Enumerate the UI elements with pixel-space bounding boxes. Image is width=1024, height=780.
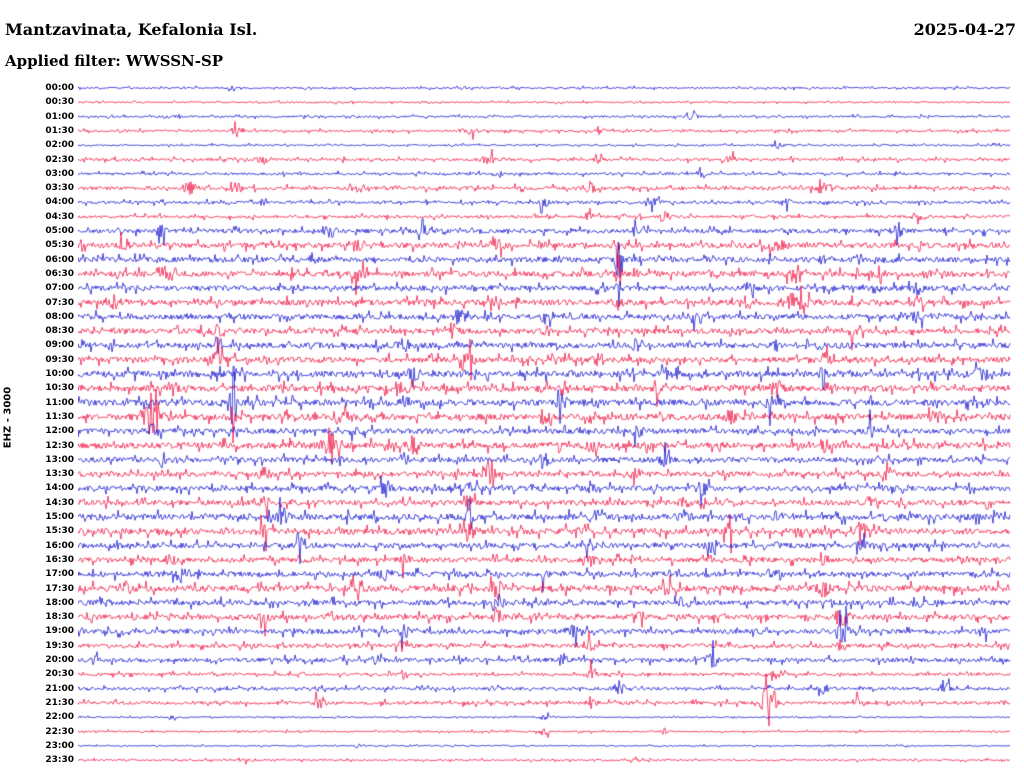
time-label: 21:30 xyxy=(45,697,74,708)
time-label: 19:30 xyxy=(45,640,74,651)
time-label: 18:00 xyxy=(45,597,74,608)
time-label: 02:30 xyxy=(45,154,74,165)
time-label: 05:00 xyxy=(45,226,74,236)
time-label: 12:00 xyxy=(45,426,74,437)
time-label: 03:00 xyxy=(45,168,74,179)
helicorder-canvas xyxy=(78,78,1014,774)
time-label: 12:30 xyxy=(45,440,74,451)
time-label: 00:00 xyxy=(45,83,74,93)
time-label: 03:30 xyxy=(45,183,74,194)
time-labels-column: 00:00 00:30 01:00 01:30 02:00 02:30 03:00 03:30… xyxy=(28,0,74,780)
y-axis-channel-label: EHZ - 3000 xyxy=(2,386,14,449)
time-label: 06:00 xyxy=(45,254,74,265)
time-label: 19:00 xyxy=(45,626,74,637)
time-label: 21:00 xyxy=(45,683,74,694)
station-title: Mantzavinata, Kefalonia Isl. xyxy=(5,20,258,39)
time-label: 05:30 xyxy=(45,240,74,251)
time-label: 18:30 xyxy=(45,612,74,623)
date-label: 2025-04-27 xyxy=(913,20,1016,39)
time-label: 13:30 xyxy=(45,469,74,480)
time-label: 15:30 xyxy=(45,526,74,537)
time-label: 17:00 xyxy=(45,569,74,580)
time-label: 17:30 xyxy=(45,583,74,594)
time-label: 20:00 xyxy=(45,655,74,665)
time-label: 15:00 xyxy=(45,512,74,522)
time-label: 16:30 xyxy=(45,554,74,565)
time-label: 07:00 xyxy=(45,283,74,294)
time-label: 09:00 xyxy=(45,340,74,351)
time-label: 22:00 xyxy=(45,712,74,723)
time-label: 07:30 xyxy=(45,297,74,308)
time-label: 13:00 xyxy=(45,454,74,465)
time-label: 02:00 xyxy=(45,140,74,151)
time-label: 23:00 xyxy=(45,740,74,751)
time-label: 01:30 xyxy=(45,125,74,136)
time-label: 10:00 xyxy=(45,369,74,379)
time-label: 09:30 xyxy=(45,354,74,365)
time-label: 14:30 xyxy=(45,497,74,508)
time-label: 08:00 xyxy=(45,311,74,322)
time-label: 20:30 xyxy=(45,669,74,680)
time-label: 22:30 xyxy=(45,726,74,737)
time-label: 10:30 xyxy=(45,383,74,394)
time-label: 00:30 xyxy=(45,97,74,108)
time-label: 11:00 xyxy=(45,397,74,408)
time-label: 16:00 xyxy=(45,540,74,551)
time-label: 06:30 xyxy=(45,268,74,279)
time-label: 14:00 xyxy=(45,483,74,494)
time-label: 08:30 xyxy=(45,326,74,337)
time-label: 04:30 xyxy=(45,211,74,222)
time-label: 01:00 xyxy=(45,111,74,122)
time-label: 04:00 xyxy=(45,197,74,208)
time-label: 23:30 xyxy=(45,755,74,766)
filter-label: Applied filter: WWSSN-SP xyxy=(5,52,224,70)
time-label: 11:30 xyxy=(45,411,74,422)
